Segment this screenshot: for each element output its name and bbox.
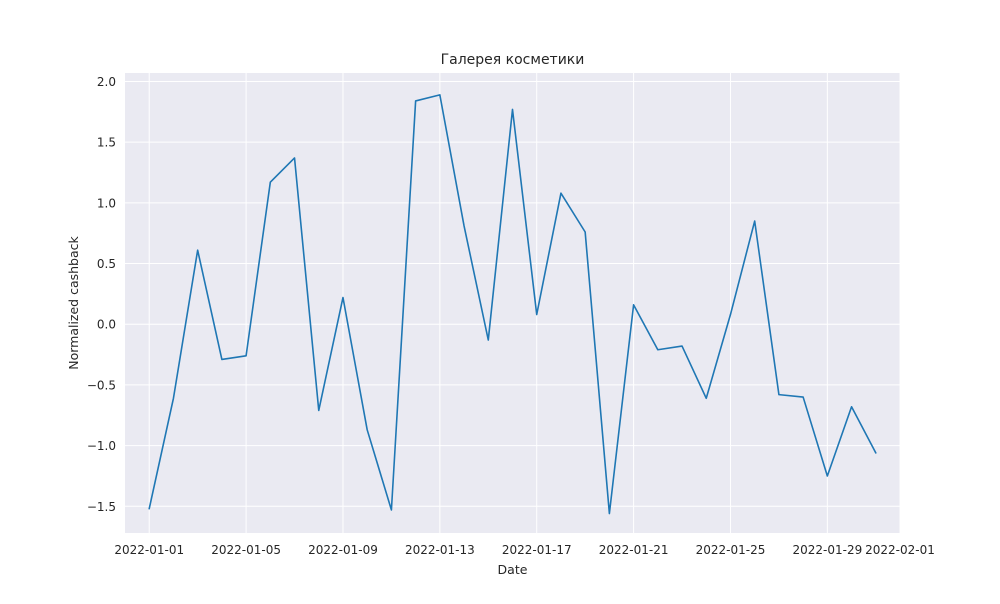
- x-tick-label: 2022-02-01: [865, 543, 935, 557]
- x-tick-label: 2022-01-01: [114, 543, 184, 557]
- y-tick-label: −1.5: [87, 500, 116, 514]
- chart-title: Галерея косметики: [441, 52, 585, 68]
- y-tick-label: 1.0: [97, 196, 116, 210]
- y-tick-label: 0.5: [97, 257, 116, 271]
- x-axis-label: Date: [498, 562, 528, 577]
- y-tick-label: 1.5: [97, 136, 116, 150]
- y-tick-label: 2.0: [97, 75, 116, 89]
- x-tick-label: 2022-01-29: [792, 543, 862, 557]
- x-tick-label: 2022-01-09: [308, 543, 378, 557]
- x-tick-label: 2022-01-17: [502, 543, 572, 557]
- y-axis-label: Normalized cashback: [66, 235, 81, 369]
- y-tick-label: −0.5: [87, 378, 116, 392]
- x-tick-label: 2022-01-13: [405, 543, 475, 557]
- x-tick-label: 2022-01-05: [211, 543, 281, 557]
- x-tick-label: 2022-01-25: [696, 543, 766, 557]
- x-tick-label: 2022-01-21: [599, 543, 669, 557]
- y-tick-label: 0.0: [97, 318, 116, 332]
- y-tick-label: −1.0: [87, 439, 116, 453]
